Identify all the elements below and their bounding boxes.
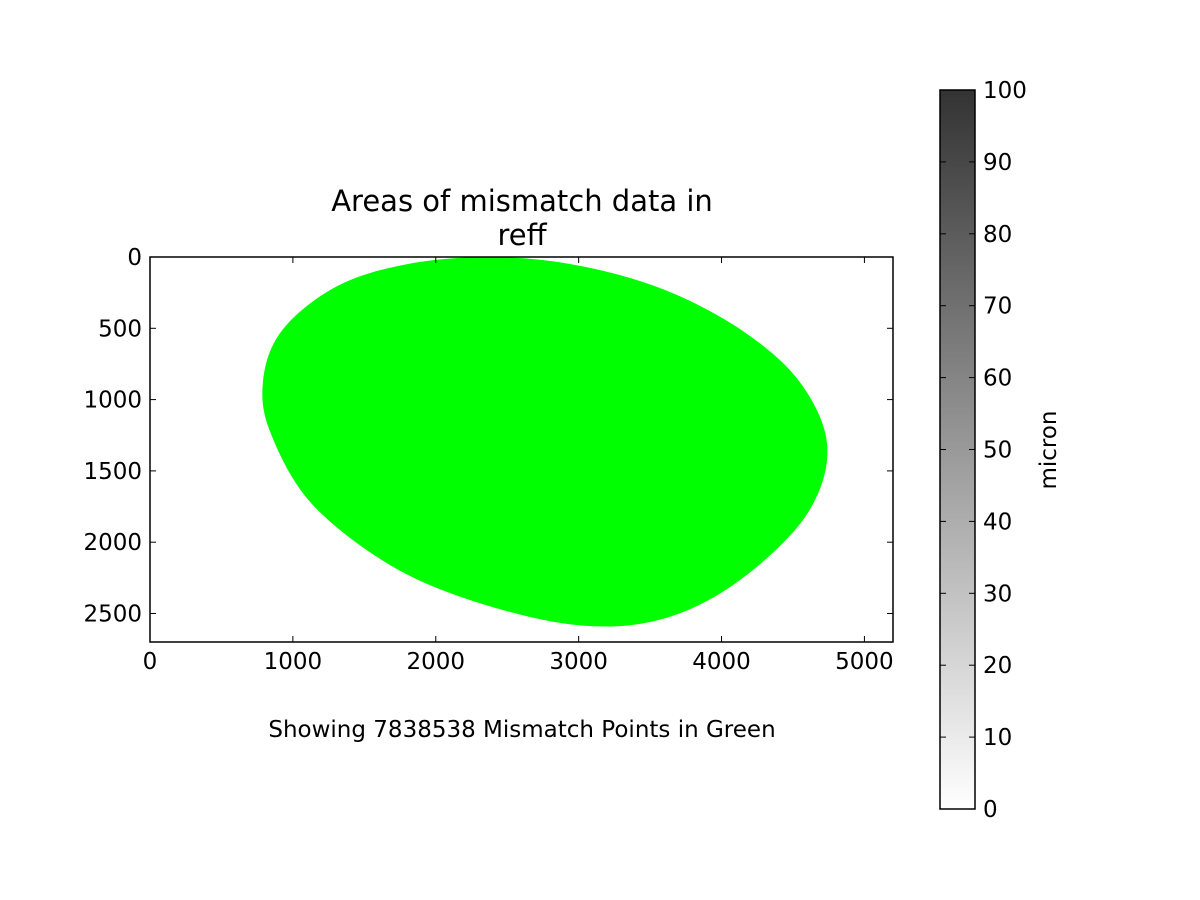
y-tick-label: 2500 bbox=[83, 601, 142, 627]
y-axis-ticks: 0 500 1000 1500 2000 2500 bbox=[83, 245, 893, 627]
x-tick-label: 2000 bbox=[406, 649, 465, 675]
chart-title-line1: Areas of mismatch data in bbox=[331, 184, 713, 218]
x-axis-ticks: 0 1000 2000 3000 4000 5000 bbox=[143, 257, 894, 675]
chart-title-line2: reff bbox=[497, 218, 547, 252]
y-tick-label: 1000 bbox=[83, 388, 142, 414]
x-tick-label: 3000 bbox=[549, 649, 608, 675]
plot-area: 0 1000 2000 3000 4000 5000 0 500 1000 1500 2000 25… bbox=[83, 245, 894, 675]
colorbar-tick-label: 60 bbox=[983, 366, 1012, 392]
y-tick-label: 1500 bbox=[83, 459, 142, 485]
colorbar-tick-label: 90 bbox=[983, 150, 1012, 176]
x-tick-label: 5000 bbox=[835, 649, 894, 675]
colorbar-tick-label: 30 bbox=[983, 581, 1012, 607]
colorbar-tick-label: 20 bbox=[983, 653, 1012, 679]
y-tick-label: 500 bbox=[98, 316, 142, 342]
y-tick-label: 2000 bbox=[83, 530, 142, 556]
y-tick-label: 0 bbox=[127, 245, 142, 271]
colorbar-tick-label: 80 bbox=[983, 222, 1012, 248]
colorbar-tick-label: 50 bbox=[983, 438, 1012, 464]
x-axis-label: Showing 7838538 Mismatch Points in Green bbox=[268, 717, 775, 743]
colorbar-tick-label: 10 bbox=[983, 725, 1012, 751]
colorbar-ticks: 0 10 20 30 40 50 60 70 80 90 100 bbox=[940, 78, 1027, 823]
colorbar-tick-label: 0 bbox=[983, 797, 998, 823]
x-tick-label: 1000 bbox=[264, 649, 323, 675]
colorbar-tick-label: 40 bbox=[983, 509, 1012, 535]
mismatch-region bbox=[262, 256, 828, 627]
x-tick-label: 0 bbox=[143, 649, 158, 675]
colorbar-tick-label: 100 bbox=[983, 78, 1027, 104]
colorbar-label: micron bbox=[1036, 410, 1062, 489]
plot-frame bbox=[149, 256, 894, 643]
colorbar-tick-label: 70 bbox=[983, 294, 1012, 320]
colorbar: 0 10 20 30 40 50 60 70 80 90 100 micron bbox=[939, 78, 1062, 823]
x-tick-label: 4000 bbox=[692, 649, 751, 675]
